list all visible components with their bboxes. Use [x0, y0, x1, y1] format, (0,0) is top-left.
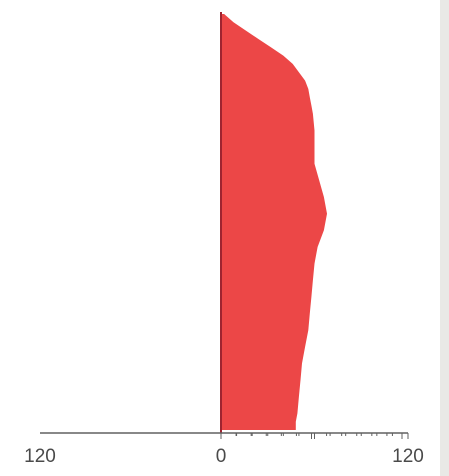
right-edge-strip — [440, 0, 449, 476]
tick-label-left: 120 — [24, 446, 56, 467]
tick-label-right: 120 — [392, 446, 424, 467]
tick-label-zero: 0 — [216, 446, 227, 467]
pyramid-bars — [221, 14, 327, 430]
population-pyramid-chart: 120 0 120 — [24, 12, 424, 467]
right-population-area — [221, 14, 327, 430]
x-axis-tick-labels: 120 0 120 — [24, 446, 424, 467]
x-axis-ticks — [220, 433, 409, 439]
